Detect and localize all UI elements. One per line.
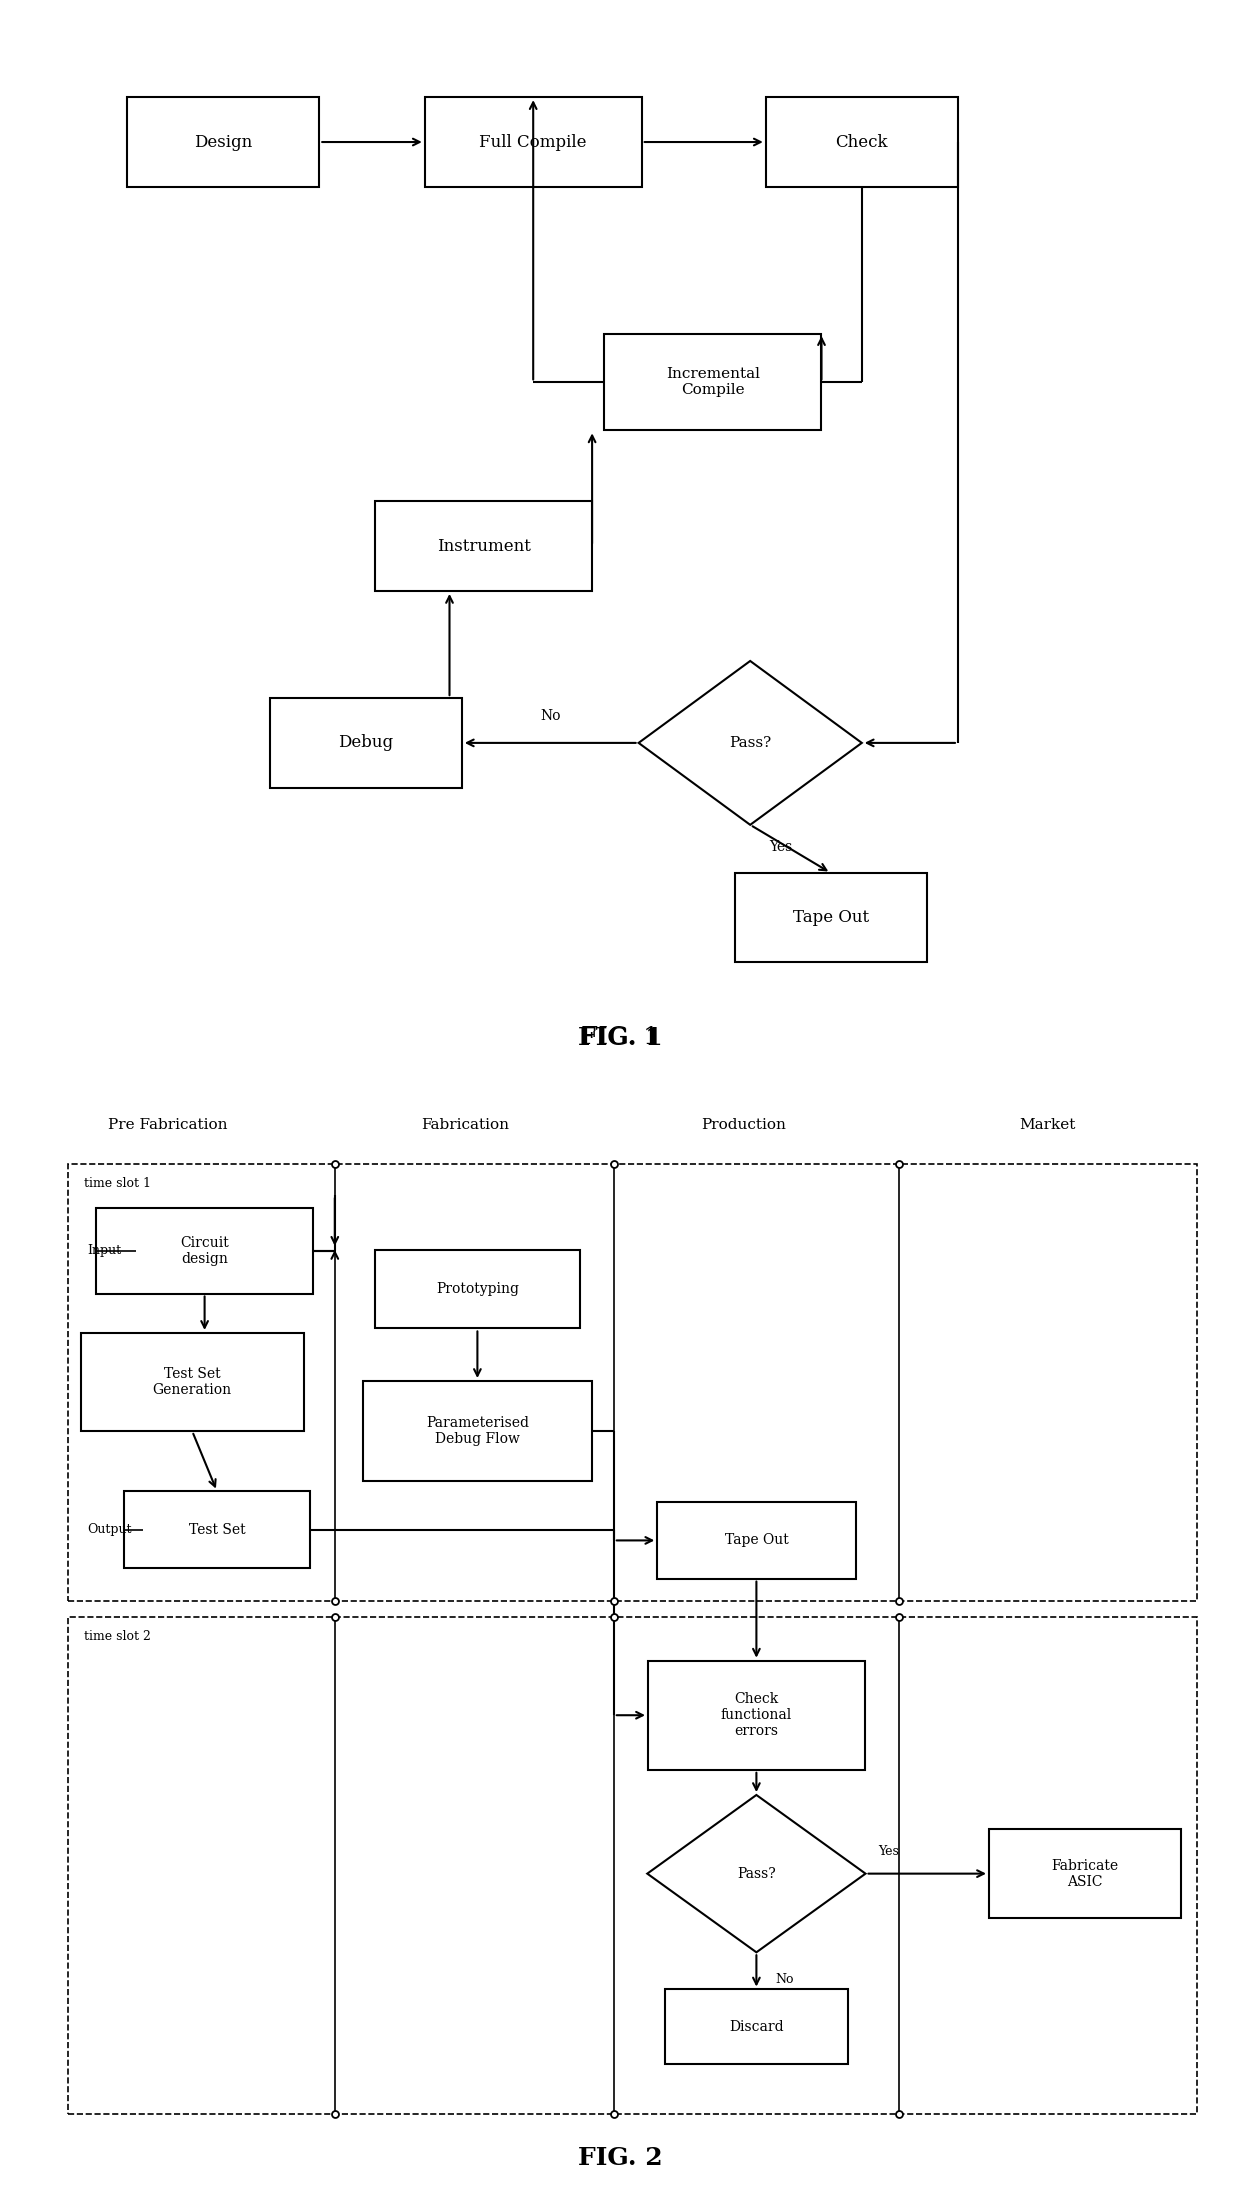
Text: FIG. 1: FIG. 1 (578, 1027, 662, 1049)
Text: time slot 1: time slot 1 (84, 1176, 151, 1189)
FancyBboxPatch shape (97, 1208, 312, 1294)
Polygon shape (639, 660, 862, 826)
FancyBboxPatch shape (124, 1490, 310, 1569)
Text: time slot 2: time slot 2 (84, 1630, 151, 1643)
Text: Fabrication: Fabrication (422, 1119, 508, 1132)
Text: Discard: Discard (729, 2019, 784, 2034)
Text: Circuit
design: Circuit design (180, 1237, 229, 1265)
FancyBboxPatch shape (604, 334, 821, 430)
Text: Parameterised
Debug Flow: Parameterised Debug Flow (425, 1416, 529, 1446)
Text: Prototyping: Prototyping (436, 1283, 518, 1296)
FancyBboxPatch shape (270, 699, 461, 789)
Text: Production: Production (702, 1119, 786, 1132)
FancyBboxPatch shape (81, 1333, 304, 1431)
Text: Pre Fabrication: Pre Fabrication (108, 1119, 227, 1132)
Text: Pass?: Pass? (737, 1866, 776, 1881)
Text: Instrument: Instrument (436, 538, 531, 555)
Text: Debug: Debug (339, 734, 393, 752)
Text: Test Set: Test Set (188, 1523, 246, 1536)
FancyBboxPatch shape (765, 96, 957, 188)
FancyBboxPatch shape (665, 1988, 848, 2063)
Text: Input: Input (87, 1245, 122, 1256)
Text: Tape Out: Tape Out (724, 1534, 789, 1547)
Text: FIG. 2: FIG. 2 (578, 2146, 662, 2170)
Text: Output: Output (87, 1523, 131, 1536)
FancyBboxPatch shape (990, 1829, 1180, 1918)
FancyBboxPatch shape (424, 96, 642, 188)
Polygon shape (647, 1796, 866, 1953)
Text: Full Compile: Full Compile (480, 133, 587, 151)
FancyBboxPatch shape (374, 500, 593, 590)
Text: Design: Design (195, 133, 252, 151)
FancyBboxPatch shape (362, 1381, 593, 1481)
Text: No: No (539, 708, 560, 723)
Text: Tape Out: Tape Out (792, 909, 869, 926)
FancyBboxPatch shape (734, 872, 928, 961)
Text: No: No (775, 1973, 794, 1986)
Text: Incremental
Compile: Incremental Compile (666, 367, 760, 398)
Text: Fabricate
ASIC: Fabricate ASIC (1052, 1859, 1118, 1888)
Text: Yes: Yes (878, 1846, 899, 1857)
Text: Pass?: Pass? (729, 736, 771, 749)
FancyBboxPatch shape (657, 1503, 856, 1578)
FancyBboxPatch shape (647, 1661, 866, 1770)
Text: Market: Market (1019, 1119, 1076, 1132)
Text: FIG. 1: FIG. 1 (582, 1027, 658, 1049)
Text: Yes: Yes (770, 839, 792, 854)
Text: Check: Check (836, 133, 888, 151)
Text: Check
functional
errors: Check functional errors (720, 1691, 792, 1739)
FancyBboxPatch shape (126, 96, 320, 188)
Text: Test Set
Generation: Test Set Generation (153, 1368, 232, 1396)
FancyBboxPatch shape (374, 1250, 580, 1328)
